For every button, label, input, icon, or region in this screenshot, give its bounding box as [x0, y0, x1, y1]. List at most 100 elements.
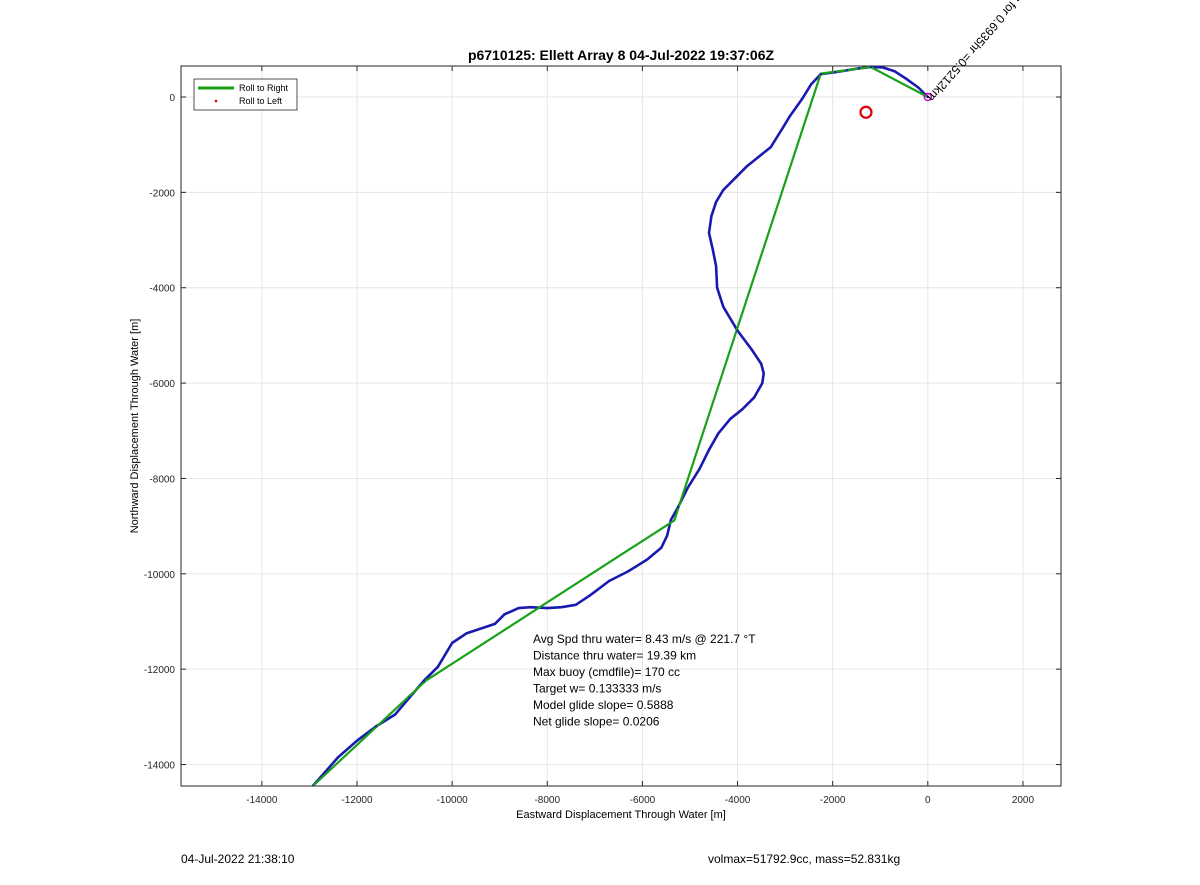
legend-label-roll-right: Roll to Right [239, 83, 289, 93]
track-point [714, 265, 718, 268]
track-point [529, 605, 532, 609]
track-point [733, 176, 737, 180]
series-layer [311, 66, 933, 786]
footer-vehicle-info: volmax=51792.9cc, mass=52.831kg [708, 852, 901, 866]
x-tick-label: 2000 [1012, 795, 1035, 806]
track-point [788, 114, 792, 118]
grid [181, 66, 1061, 786]
track-point [857, 67, 861, 70]
target-marker [859, 105, 873, 119]
track-point [588, 594, 592, 597]
track-point [926, 95, 930, 99]
track-point [741, 408, 744, 411]
x-tick-label: -8000 [534, 795, 560, 806]
track-point [757, 155, 761, 158]
track-point [707, 448, 711, 452]
y-tick-label: -14000 [144, 761, 176, 772]
track-point [393, 713, 397, 716]
stats-line: Target w= 0.133333 m/s [533, 682, 661, 696]
track-point [676, 505, 680, 509]
track-point [707, 231, 711, 235]
y-tick-label: 0 [169, 93, 175, 104]
track-point [714, 200, 718, 204]
footer-timestamp: 04-Jul-2022 21:38:10 [181, 852, 295, 866]
y-tick-label: -10000 [144, 570, 176, 581]
track-point [715, 286, 719, 289]
track-point [436, 665, 440, 668]
y-tick-label: -8000 [149, 474, 175, 485]
track-point [710, 214, 713, 218]
y-tick-label: -12000 [144, 665, 176, 676]
x-tick-label: -4000 [725, 795, 751, 806]
legend-box [193, 78, 298, 111]
series-glider-track [311, 66, 929, 786]
track-point [745, 164, 749, 168]
track-point [711, 248, 715, 251]
track-point [408, 696, 411, 699]
track-point [750, 348, 754, 351]
track-point [493, 622, 497, 626]
x-axis-label: Eastward Displacement Through Water [m] [516, 809, 726, 821]
track-point [893, 70, 896, 73]
x-tick-label: -6000 [630, 795, 656, 806]
track-point [626, 570, 630, 573]
x-tick-label: -10000 [437, 795, 469, 806]
track-point [355, 739, 359, 742]
stats-line: Model glide slope= 0.5888 [533, 698, 674, 712]
y-tick-label: -4000 [149, 284, 175, 295]
track-point [660, 546, 663, 549]
chart-title: p6710125: Ellett Array 8 04-Jul-2022 19:… [468, 47, 775, 63]
stats-line: Distance thru water= 19.39 km [533, 649, 696, 663]
track-point [669, 518, 673, 522]
x-tick-label: 0 [925, 795, 931, 806]
track-point [761, 381, 764, 385]
track-point [422, 679, 425, 683]
stats-line: Net glide slope= 0.0206 [533, 715, 660, 729]
track-point [607, 579, 611, 583]
stats-block: Avg Spd thru water= 8.43 m/s @ 221.7 °T D… [533, 632, 756, 729]
track-point [736, 329, 739, 332]
track-point [810, 82, 813, 86]
track-point [450, 641, 454, 645]
track-point [686, 486, 689, 490]
plot-area [180, 65, 1062, 787]
track-point [800, 98, 803, 101]
track-point [517, 606, 520, 610]
track-point [869, 66, 872, 69]
x-tick-label: -14000 [246, 795, 278, 806]
legend-swatch-roll-left [214, 99, 218, 103]
y-tick-label: -2000 [149, 188, 175, 199]
stats-line: Avg Spd thru water= 8.43 m/s @ 221.7 °T [533, 632, 756, 646]
track-point [574, 603, 578, 607]
track-point [560, 605, 563, 609]
axis-ticks: -14000 -12000 -10000 -8000 -6000 -4000 -2000 0 2… [144, 66, 1061, 806]
start-marker [923, 92, 933, 102]
track-point [374, 725, 378, 728]
track-point [881, 66, 884, 69]
stats-line: Max buoy (cmdfile)= 170 cc [533, 665, 680, 679]
legend: Roll to Right Roll to Left [193, 78, 298, 111]
track-point [717, 431, 720, 435]
track-point [833, 70, 837, 74]
track-point [722, 188, 725, 192]
track-point [665, 534, 669, 537]
track-point [546, 606, 549, 610]
track-point [503, 613, 506, 616]
series-roll-to-right [312, 66, 929, 786]
legend-label-roll-left: Roll to Left [239, 96, 283, 106]
track-point [722, 305, 725, 308]
x-tick-label: -12000 [341, 795, 373, 806]
track-point [698, 467, 701, 471]
track-point [479, 627, 482, 630]
track-point [311, 784, 314, 786]
y-axis-label: Northward Displacement Through Water [m] [129, 319, 141, 534]
y-tick-label: -6000 [149, 379, 175, 390]
x-tick-label: -2000 [820, 795, 846, 806]
track-point [762, 372, 765, 375]
track-point [769, 145, 773, 149]
track-point [465, 632, 468, 635]
track-point [336, 756, 340, 759]
track-point [819, 72, 822, 76]
track-point [917, 86, 920, 89]
